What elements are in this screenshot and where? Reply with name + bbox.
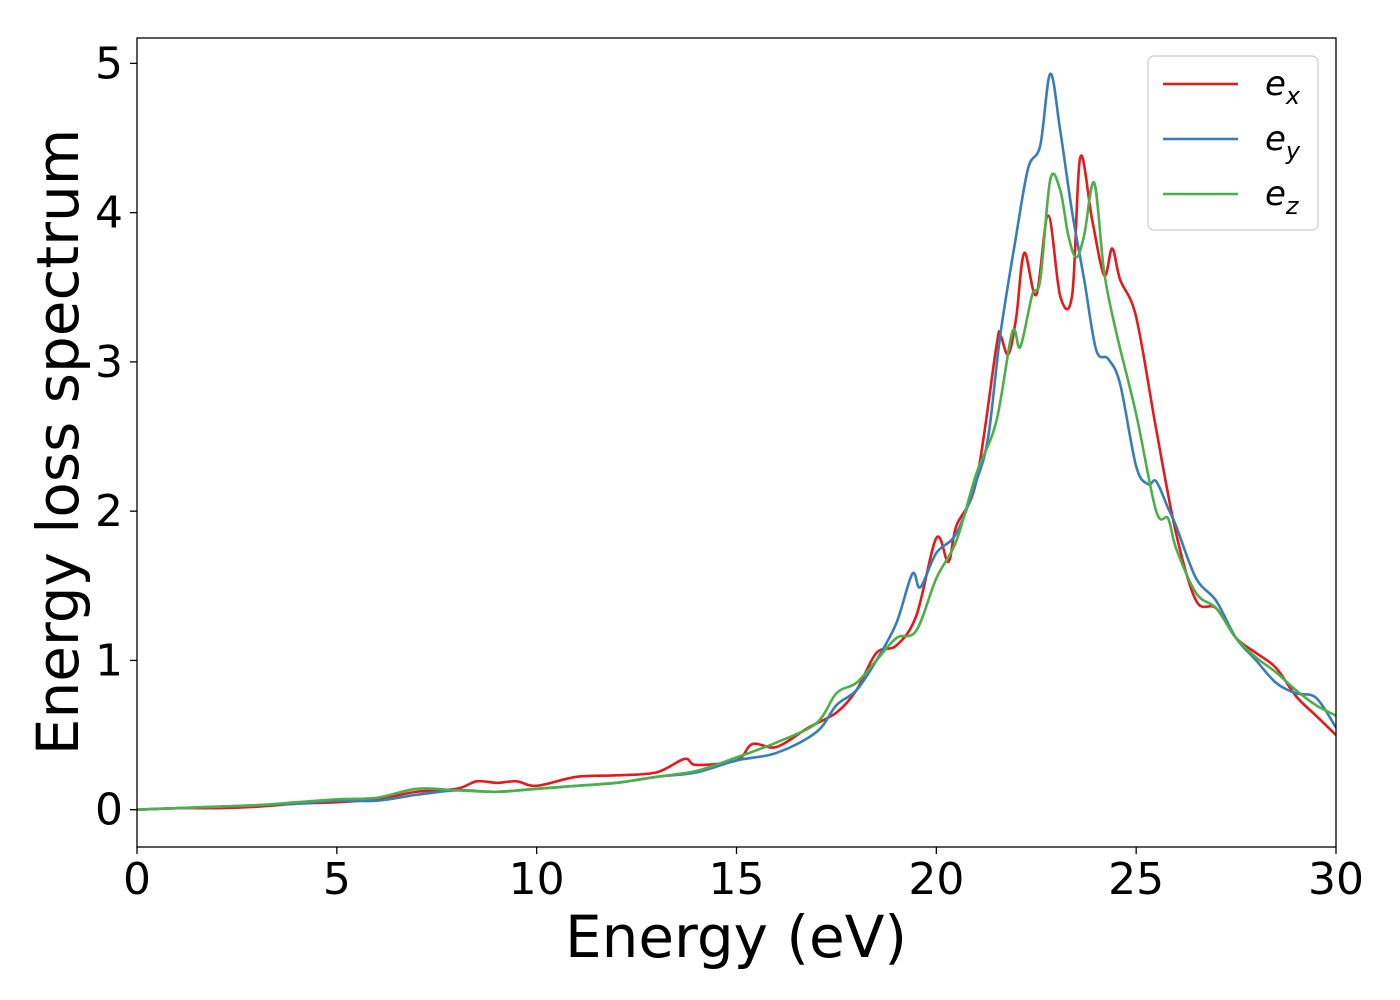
y-tick-label: 2 (95, 486, 123, 537)
x-axis-label: Energy (eV) (565, 903, 907, 971)
legend-label-ex: ex (1265, 64, 1301, 110)
y-tick-label: 0 (95, 785, 123, 836)
series-line-ez (137, 172, 1336, 811)
x-tick-label: 5 (323, 854, 351, 905)
series-line-ex (137, 154, 1336, 811)
y-tick-label: 3 (95, 337, 123, 388)
y-tick-label: 5 (95, 38, 123, 89)
y-axis-label: Energy loss spectrum (24, 129, 92, 755)
x-tick-label: 25 (1108, 854, 1164, 905)
x-tick-label: 0 (123, 854, 151, 905)
x-tick-label: 30 (1308, 854, 1364, 905)
legend: ex ey ez (1147, 55, 1319, 231)
x-axis: 0 5 10 15 20 25 30 (123, 847, 1364, 905)
x-tick-label: 20 (908, 854, 964, 905)
x-tick-label: 10 (509, 854, 565, 905)
series-layer (137, 72, 1336, 811)
legend-label-ez: ez (1265, 174, 1300, 220)
y-axis: 0 1 2 3 4 5 (95, 38, 137, 836)
legend-label-ey: ey (1265, 119, 1301, 165)
y-tick-label: 1 (95, 635, 123, 686)
x-tick-label: 15 (709, 854, 765, 905)
legend-frame (1147, 55, 1319, 231)
y-tick-label: 4 (95, 188, 123, 239)
